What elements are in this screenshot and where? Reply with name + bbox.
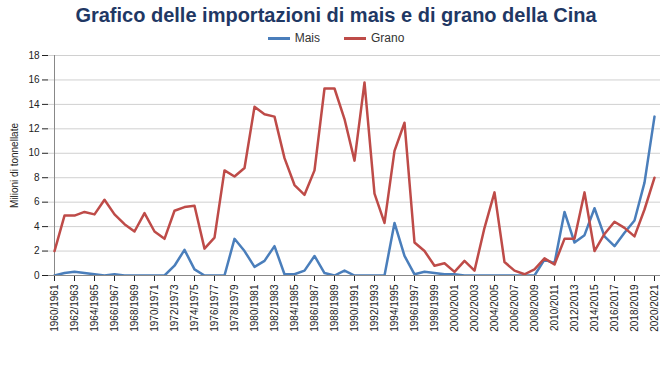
svg-text:8: 8 <box>34 172 40 183</box>
svg-text:2002/2003: 2002/2003 <box>469 284 480 332</box>
svg-text:4: 4 <box>34 221 40 232</box>
svg-text:2008/2009: 2008/2009 <box>529 284 540 332</box>
svg-text:6: 6 <box>34 196 40 207</box>
svg-text:Milioni di tonnellate: Milioni di tonnellate <box>9 123 20 208</box>
svg-text:12: 12 <box>28 123 40 134</box>
svg-text:1970/1971: 1970/1971 <box>149 284 160 332</box>
svg-text:16: 16 <box>28 74 40 85</box>
html-text:Grafico delle importazioni di: Grafico delle importazioni di mais e di … <box>75 4 597 26</box>
svg-text:1978/1979: 1978/1979 <box>229 284 240 332</box>
svg-text:1964/1965: 1964/1965 <box>89 284 100 332</box>
svg-text:1992/1993: 1992/1993 <box>369 284 380 332</box>
svg-text:1962/1963: 1962/1963 <box>69 284 80 332</box>
svg-text:1974/1975: 1974/1975 <box>189 284 200 332</box>
svg-text:2014/2015: 2014/2015 <box>589 284 600 332</box>
svg-text:18: 18 <box>28 50 40 61</box>
svg-text:1990/1991: 1990/1991 <box>349 284 360 332</box>
svg-text:2016/2017: 2016/2017 <box>609 284 620 332</box>
svg-text:1968/1969: 1968/1969 <box>129 284 140 332</box>
svg-text:2010/2011: 2010/2011 <box>549 284 560 331</box>
svg-text:0: 0 <box>34 270 40 281</box>
svg-text:1998/1999: 1998/1999 <box>429 284 440 332</box>
svg-text:2: 2 <box>34 245 40 256</box>
svg-text:1984/1985: 1984/1985 <box>289 284 300 332</box>
svg-text:1986/1987: 1986/1987 <box>309 284 320 332</box>
svg-text:2000/2001: 2000/2001 <box>449 284 460 332</box>
svg-text:1980/1981: 1980/1981 <box>249 284 260 332</box>
svg-text:2004/2005: 2004/2005 <box>489 284 500 332</box>
svg-text:1976/1977: 1976/1977 <box>209 284 220 332</box>
svg-text:2018/2019: 2018/2019 <box>629 284 640 332</box>
svg-text:1972/1973: 1972/1973 <box>169 284 180 332</box>
svg-text:14: 14 <box>28 99 40 110</box>
svg-text:1966/1967: 1966/1967 <box>109 284 120 332</box>
svg-text:10: 10 <box>28 147 40 158</box>
svg-text:2006/2007: 2006/2007 <box>509 284 520 332</box>
svg-text:1996/1997: 1996/1997 <box>409 284 420 332</box>
html-text:Grano: Grano <box>371 31 405 45</box>
html-text:Mais: Mais <box>294 31 320 45</box>
svg-text:1960/1961: 1960/1961 <box>49 284 60 332</box>
svg-text:1988/1989: 1988/1989 <box>329 284 340 332</box>
svg-text:1994/1995: 1994/1995 <box>389 284 400 332</box>
svg-text:1982/1983: 1982/1983 <box>269 284 280 332</box>
svg-text:2012/2013: 2012/2013 <box>569 284 580 332</box>
svg-text:2020/2021: 2020/2021 <box>649 284 660 332</box>
